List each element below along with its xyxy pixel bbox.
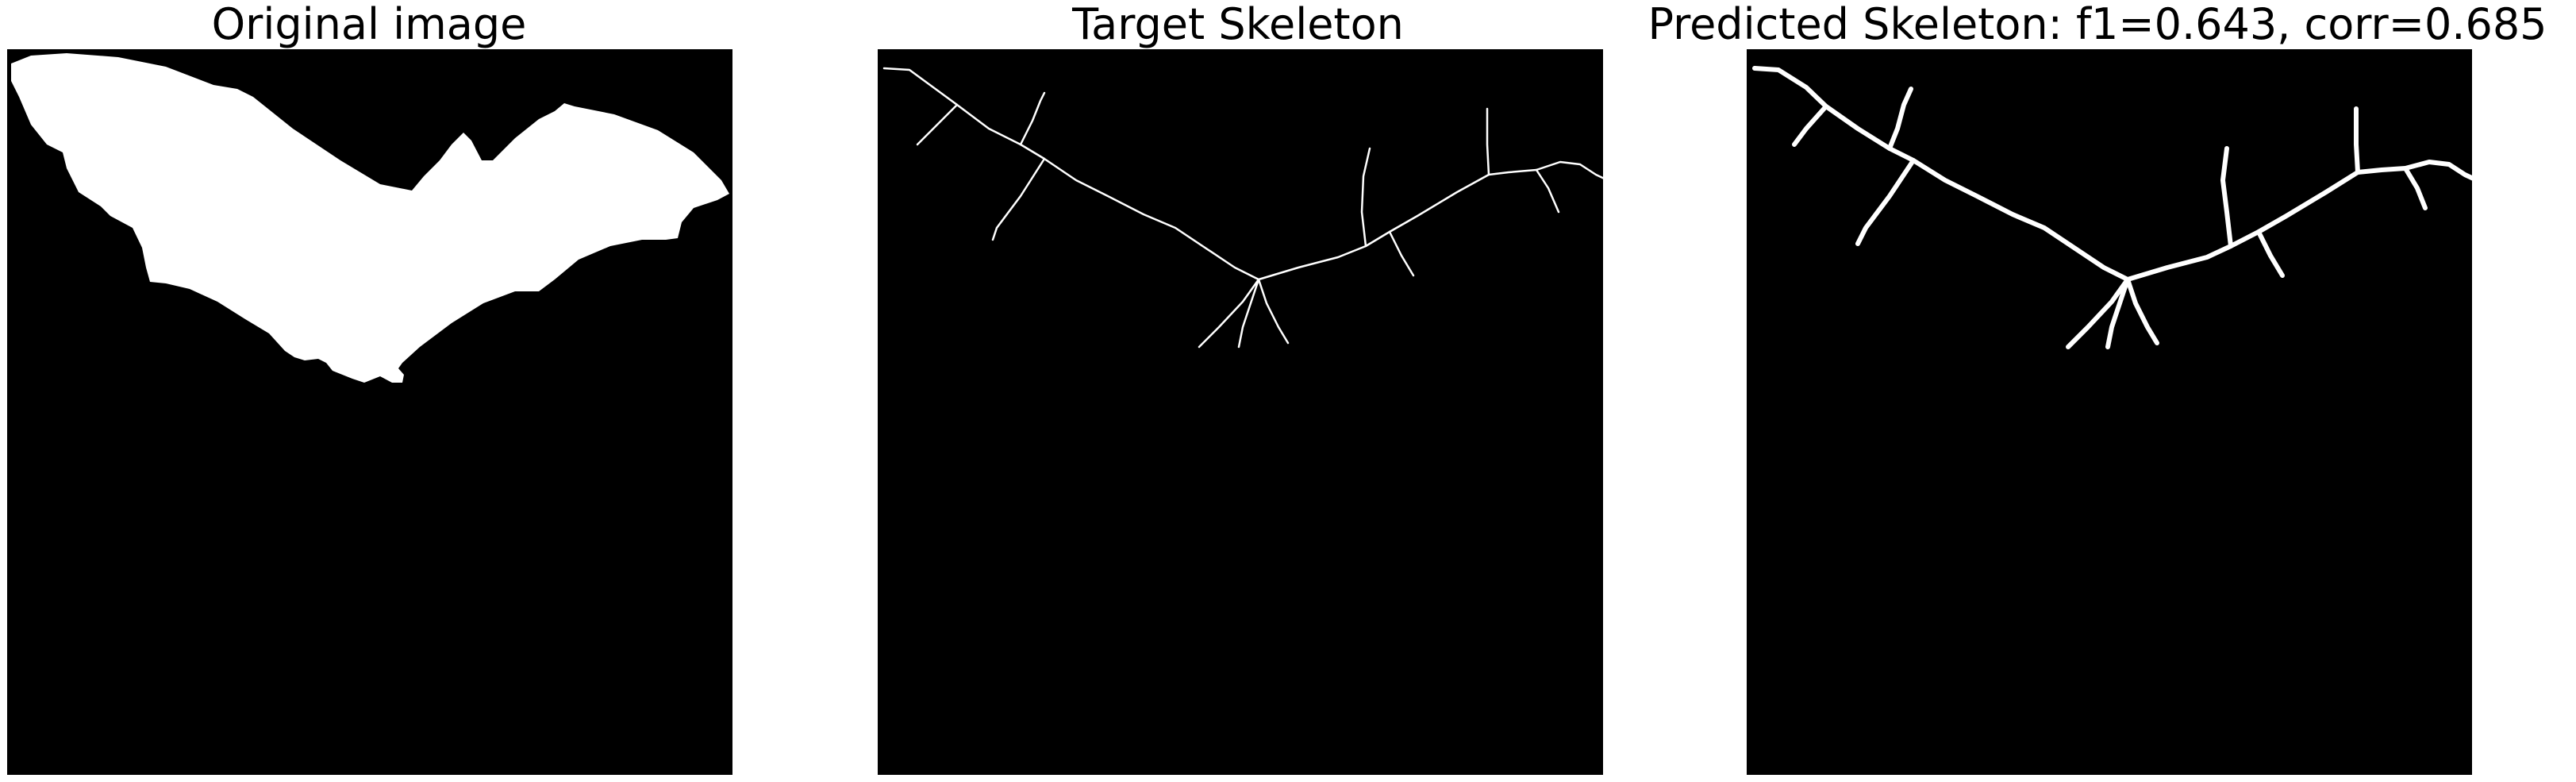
original-image-title: Original image [211,0,527,49]
target-skeleton-panel [878,49,1603,775]
target-skeleton-lines [882,67,1603,349]
predicted-skeleton-title: Predicted Skeleton: f1=0.643, corr=0.685 [1647,0,2547,49]
original-image-panel [7,49,732,775]
target-skeleton-title: Target Skeleton [1072,0,1404,49]
bat-silhouette [11,53,729,383]
predicted-skeleton-panel [1747,49,2472,775]
predicted-skeleton-lines [1752,66,2472,349]
